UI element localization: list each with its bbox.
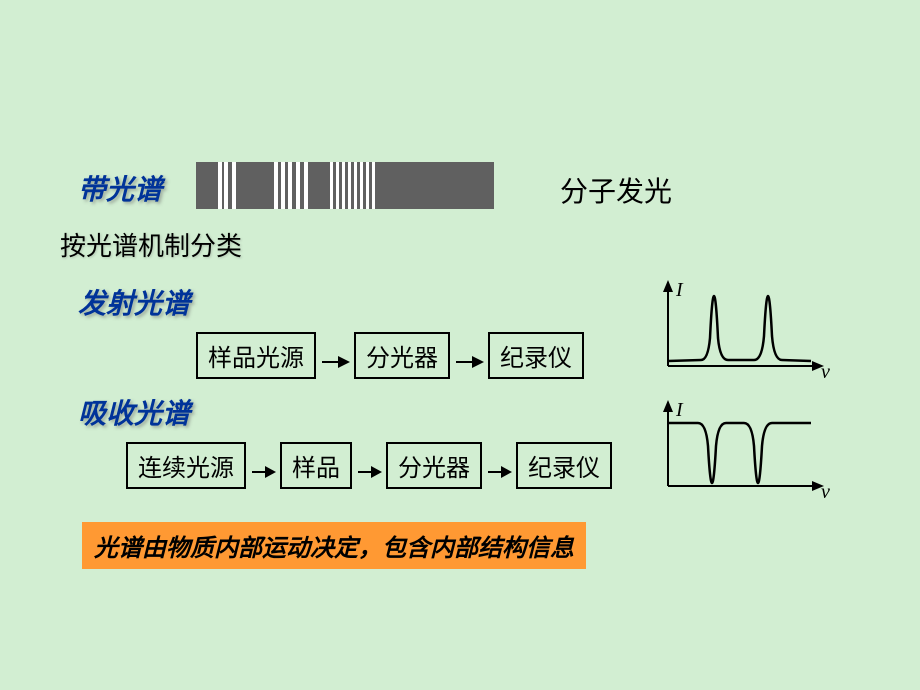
- emission-box-splitter: 分光器: [354, 332, 450, 379]
- emission-spectrum-title: 发射光谱: [78, 289, 190, 320]
- footer-highlight: 光谱由物质内部运动决定，包含内部结构信息: [82, 522, 586, 569]
- band-spectrum-title: 带光谱: [78, 175, 162, 206]
- molecular-emission-label: 分子发光: [560, 177, 672, 208]
- svg-text:ν: ν: [821, 481, 830, 498]
- arrow-icon: [250, 462, 276, 482]
- arrow-icon: [356, 462, 382, 482]
- arrow-icon: [486, 462, 512, 482]
- arrow-icon: [454, 352, 484, 372]
- absorption-spectrum-title: 吸收光谱: [78, 399, 190, 430]
- svg-text:ν: ν: [821, 361, 830, 378]
- absorption-box-recorder: 纪录仪: [516, 442, 612, 489]
- absorption-box-splitter: 分光器: [386, 442, 482, 489]
- spectrum-bar: [196, 162, 494, 209]
- emission-box-recorder: 纪录仪: [488, 332, 584, 379]
- svg-text:I: I: [675, 399, 684, 421]
- emission-box-source: 样品光源: [196, 332, 316, 379]
- absorption-box-sample: 样品: [280, 442, 352, 489]
- emission-graph: I ν: [656, 278, 836, 378]
- arrow-icon: [320, 352, 350, 372]
- svg-text:I: I: [675, 279, 684, 301]
- absorption-box-source: 连续光源: [126, 442, 246, 489]
- absorption-graph: I ν: [656, 398, 836, 498]
- classification-label: 按光谱机制分类: [60, 232, 242, 261]
